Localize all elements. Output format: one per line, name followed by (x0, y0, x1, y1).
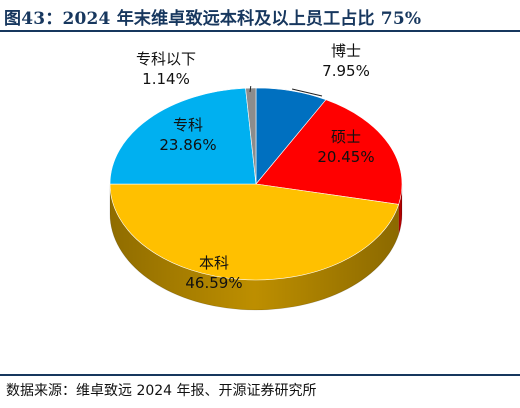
slice-4-leader-line (249, 85, 252, 93)
slice-0-value-label: 7.95% (322, 62, 370, 80)
slice-3-value-label: 23.86% (159, 136, 216, 154)
slice-0-leader-line (291, 88, 323, 97)
slice-2-wedge (109, 183, 400, 281)
slice-2-name-label: 本科 (199, 254, 229, 272)
slice-3-wedge (109, 87, 257, 185)
slice-1-wedge (255, 99, 403, 205)
slice-3-name-label: 专科 (173, 116, 203, 134)
slice-2-value-label: 46.59% (185, 274, 242, 292)
pie-labels: 博士 7.95% 硕士 20.45% 本科 46.59% 专科 23.86% 专科以下 1.14% (136, 42, 375, 292)
title-rule (0, 30, 520, 32)
slice-4-name-label: 专科以下 (136, 50, 196, 68)
pie-top (109, 87, 403, 281)
pie-depth (109, 184, 403, 311)
slice-2-side-shade (110, 184, 399, 311)
slice-1-name-label: 硕士 (331, 128, 361, 146)
pie-rim (109, 184, 403, 311)
source-rule (0, 374, 520, 376)
source-note: 数据来源：维卓致远 2024 年报、开源证券研究所 (6, 383, 317, 399)
pie-chart: 博士 7.95% 硕士 20.45% 本科 46.59% 专科 23.86% 专科以下 1.14% (109, 42, 403, 311)
figure-title: 图43：2024 年末维卓致远本科及以上员工占比 75% (4, 9, 422, 29)
slice-4-value-label: 1.14% (142, 70, 190, 88)
slice-1-value-label: 20.45% (317, 148, 374, 166)
slice-0-name-label: 博士 (331, 42, 361, 60)
slice-1-side-shade (398, 184, 402, 235)
